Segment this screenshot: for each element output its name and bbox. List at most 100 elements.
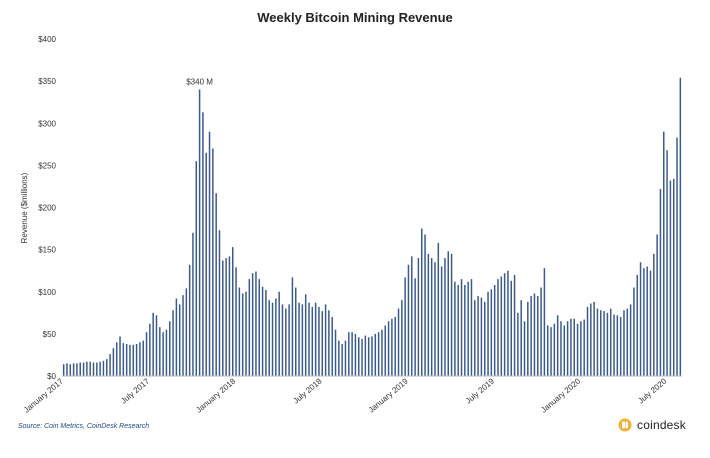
y-tick-label: $200 xyxy=(38,204,56,213)
bar xyxy=(311,306,314,376)
bar xyxy=(527,301,529,376)
x-tick-label: January 2020 xyxy=(539,376,582,414)
bar xyxy=(129,344,131,376)
bar xyxy=(517,312,519,376)
bar xyxy=(580,321,582,376)
bar xyxy=(669,180,672,376)
bar xyxy=(341,343,343,376)
bar xyxy=(613,314,615,376)
bar xyxy=(540,287,542,376)
bar xyxy=(281,304,284,376)
bar xyxy=(397,308,400,376)
bar xyxy=(381,329,383,376)
bar xyxy=(248,279,251,376)
bar xyxy=(407,264,410,376)
y-tick-label: $350 xyxy=(38,77,56,86)
bar xyxy=(351,332,353,376)
bar xyxy=(79,362,81,376)
brand-name: coindesk xyxy=(637,418,686,432)
bar xyxy=(334,329,337,376)
bar xyxy=(295,287,297,376)
bar xyxy=(513,274,516,376)
x-tick-label: July 2020 xyxy=(636,376,668,405)
bar xyxy=(238,287,241,376)
bar xyxy=(384,325,387,376)
bar xyxy=(507,270,509,376)
bar xyxy=(145,332,148,376)
source-note: Source: Coin Metrics, CoinDesk Research xyxy=(18,423,150,430)
bar xyxy=(550,327,552,376)
bar xyxy=(609,308,612,376)
bar xyxy=(261,286,264,376)
bar xyxy=(149,323,151,376)
bar xyxy=(198,89,201,377)
bar xyxy=(348,332,350,376)
bar xyxy=(142,340,144,376)
bar xyxy=(268,300,270,376)
bar xyxy=(394,317,396,376)
y-tick-label: $300 xyxy=(38,119,56,128)
bar xyxy=(357,337,360,376)
bar xyxy=(404,277,406,376)
x-tick-label: July 2018 xyxy=(292,376,324,405)
bar xyxy=(354,333,357,377)
bar xyxy=(523,321,526,376)
bar xyxy=(653,253,655,376)
bar xyxy=(192,232,194,376)
bar xyxy=(89,361,91,376)
bar xyxy=(125,343,128,376)
bar xyxy=(291,277,294,376)
bar xyxy=(573,318,575,376)
bar xyxy=(487,291,489,376)
bar xyxy=(530,295,532,376)
bar xyxy=(235,267,237,376)
bar xyxy=(490,289,493,376)
bar xyxy=(364,335,367,376)
bar xyxy=(228,256,231,376)
bar xyxy=(619,317,622,376)
chart-title: Weekly Bitcoin Mining Revenue xyxy=(257,10,453,25)
bar xyxy=(195,161,198,376)
bar xyxy=(115,342,118,376)
bar xyxy=(255,271,257,376)
bar xyxy=(470,279,473,376)
bar xyxy=(656,234,658,376)
bar xyxy=(258,279,261,376)
bar xyxy=(639,262,642,376)
bar xyxy=(387,321,390,376)
bar xyxy=(480,297,483,376)
bar xyxy=(112,348,115,376)
bar xyxy=(288,304,290,376)
bar xyxy=(586,306,589,376)
bar xyxy=(162,332,164,376)
bar xyxy=(623,310,625,376)
bar xyxy=(444,258,446,376)
bar xyxy=(503,273,506,376)
x-axis: January 2017 July 2017 January 2018 July 20… xyxy=(22,375,682,415)
bar xyxy=(96,362,98,376)
bar xyxy=(344,340,347,376)
bar xyxy=(454,281,456,376)
bar xyxy=(603,311,605,376)
bar xyxy=(570,318,572,376)
bar xyxy=(437,242,440,376)
bar xyxy=(636,274,638,376)
bar xyxy=(510,280,512,376)
bar xyxy=(222,260,224,376)
bar xyxy=(676,137,678,376)
x-tick-label: January 2017 xyxy=(22,376,65,414)
bar xyxy=(371,336,373,376)
bar xyxy=(328,310,330,376)
bar xyxy=(72,363,75,376)
y-tick-label: $250 xyxy=(38,161,56,170)
bar xyxy=(377,332,380,376)
bar xyxy=(172,310,174,376)
bar xyxy=(434,262,436,376)
bar xyxy=(278,291,280,376)
bar xyxy=(424,234,426,376)
bar xyxy=(188,264,191,376)
annotations: $340 M$354 M xyxy=(186,78,213,87)
bar xyxy=(367,337,370,376)
bar xyxy=(251,273,254,376)
bar xyxy=(401,300,403,376)
